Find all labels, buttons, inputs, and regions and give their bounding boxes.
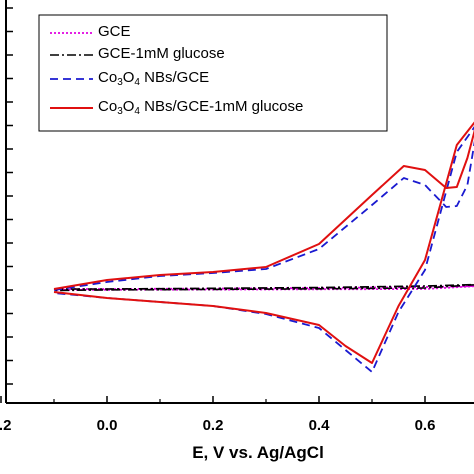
x-tick-label: 0.4: [309, 417, 331, 434]
legend-label: Co3O4 NBs/GCE: [98, 69, 210, 88]
x-tick-label: 0.0: [97, 417, 118, 434]
x-tick-label: 0.6: [415, 417, 436, 434]
series-line-3: [53, 126, 474, 373]
legend-box: [38, 14, 388, 132]
curves-group: [53, 121, 474, 373]
legend-entry-3: Co3O4 NBs/GCE: [98, 69, 210, 88]
legend-label: GCE: [98, 23, 131, 40]
legend-entry-2: GCE-1mM glucose: [98, 45, 225, 62]
x-tick-label: 0.2: [0, 417, 11, 434]
legend-entry-1: GCE: [98, 23, 131, 40]
series-line-2: [53, 283, 474, 292]
x-axis-title: E, V vs. Ag/AgCl: [192, 443, 324, 462]
x-tick-label: 0.2: [203, 417, 224, 434]
axes-group: [5, 0, 474, 404]
legend-label: Co3O4 NBs/GCE-1mM glucose: [98, 98, 304, 117]
legend-entry-4: Co3O4 NBs/GCE-1mM glucose: [98, 98, 304, 117]
series-line-1: [53, 285, 474, 291]
legend: GCE GCE-1mM glucose Co3O4 NBs/GCE Co3O4 NBs…: [38, 14, 388, 132]
x-ticks-group: 0.2 0.0 0.2 0.4 0.6: [0, 396, 435, 434]
legend-label: GCE-1mM glucose: [98, 45, 225, 62]
series-line-4: [53, 121, 474, 364]
